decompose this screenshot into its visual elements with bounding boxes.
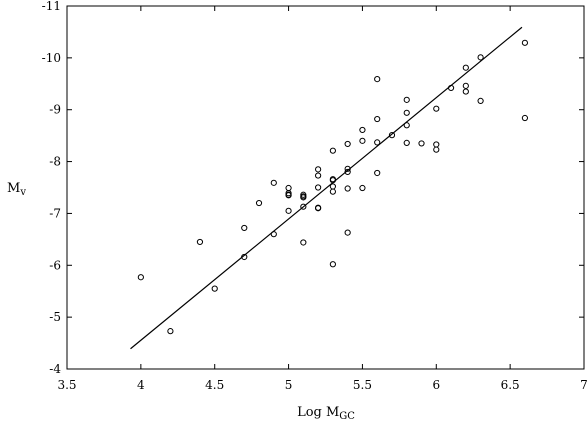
x-tick-label: 5 bbox=[285, 378, 293, 392]
data-point bbox=[300, 193, 307, 200]
x-tick-label: 5.5 bbox=[353, 378, 372, 392]
data-point bbox=[403, 139, 410, 147]
data-point bbox=[374, 139, 381, 146]
data-point bbox=[300, 239, 307, 246]
y-tick-labels: -4 -5 -6 -7 -8 -9 -10 -11 bbox=[42, 0, 62, 376]
x-tick-label: 7 bbox=[580, 378, 588, 392]
data-point bbox=[477, 97, 484, 104]
data-point bbox=[285, 184, 292, 192]
x-tick-label: 3.5 bbox=[57, 378, 76, 392]
y-tick-label: -7 bbox=[49, 206, 61, 220]
data-point bbox=[462, 88, 469, 95]
data-point bbox=[462, 82, 469, 89]
data-point bbox=[359, 137, 366, 144]
data-point bbox=[344, 229, 351, 236]
y-tick-label: -4 bbox=[49, 362, 61, 376]
x-tick-label: 4 bbox=[137, 378, 145, 392]
data-point bbox=[433, 141, 440, 148]
data-point bbox=[241, 224, 248, 232]
data-point bbox=[329, 183, 336, 190]
axis-ticks bbox=[66, 5, 585, 370]
y-tick-label: -10 bbox=[42, 51, 61, 65]
data-point bbox=[285, 207, 292, 214]
data-point bbox=[418, 140, 425, 147]
data-point bbox=[359, 184, 366, 192]
data-point bbox=[285, 192, 292, 199]
data-point bbox=[329, 147, 336, 154]
data-point bbox=[447, 84, 455, 92]
data-point bbox=[137, 274, 144, 281]
x-tick-labels: 3.5 4 4.5 5 5.5 6 6.5 7 bbox=[57, 378, 587, 392]
x-tick-label: 6.5 bbox=[501, 378, 520, 392]
data-point bbox=[329, 261, 336, 268]
data-point bbox=[388, 132, 396, 139]
y-tick-label: -8 bbox=[49, 155, 61, 169]
data-point bbox=[196, 238, 204, 246]
data-point bbox=[374, 169, 381, 177]
x-tick-label: 4.5 bbox=[205, 378, 224, 392]
x-axis-label: Log MGC bbox=[297, 405, 355, 422]
y-tick-label: -9 bbox=[49, 103, 61, 117]
data-point bbox=[359, 126, 366, 134]
data-point bbox=[521, 39, 529, 46]
data-point bbox=[270, 179, 277, 186]
data-point bbox=[329, 177, 336, 184]
data-point bbox=[521, 114, 529, 122]
data-point bbox=[433, 146, 440, 153]
data-point bbox=[374, 76, 381, 83]
data-point bbox=[374, 115, 381, 123]
data-point bbox=[403, 96, 410, 103]
data-point bbox=[329, 188, 336, 195]
data-point bbox=[167, 328, 174, 335]
data-point bbox=[300, 203, 307, 210]
data-point bbox=[477, 54, 484, 61]
data-point bbox=[315, 166, 322, 173]
data-point bbox=[403, 122, 410, 129]
data-point bbox=[344, 185, 351, 192]
x-tick-label: 6 bbox=[432, 378, 440, 392]
plot-frame bbox=[66, 5, 585, 370]
data-point bbox=[403, 109, 410, 116]
data-point bbox=[241, 253, 248, 261]
data-point bbox=[315, 184, 322, 191]
fit-line-layer bbox=[130, 26, 523, 350]
y-tick-label: -11 bbox=[42, 0, 61, 13]
data-point bbox=[270, 231, 277, 238]
data-point bbox=[255, 199, 263, 207]
data-points bbox=[137, 39, 529, 335]
fit-line bbox=[130, 26, 523, 350]
data-point bbox=[344, 165, 351, 172]
y-tick-label: -6 bbox=[49, 258, 61, 272]
y-axis-label: Mv bbox=[7, 181, 26, 198]
data-point bbox=[344, 168, 351, 176]
data-point bbox=[211, 285, 218, 292]
y-tick-label: -5 bbox=[49, 310, 61, 324]
data-point bbox=[433, 105, 440, 112]
data-point bbox=[315, 172, 322, 179]
data-point bbox=[315, 205, 322, 212]
data-point bbox=[462, 64, 469, 71]
data-point bbox=[344, 140, 351, 148]
